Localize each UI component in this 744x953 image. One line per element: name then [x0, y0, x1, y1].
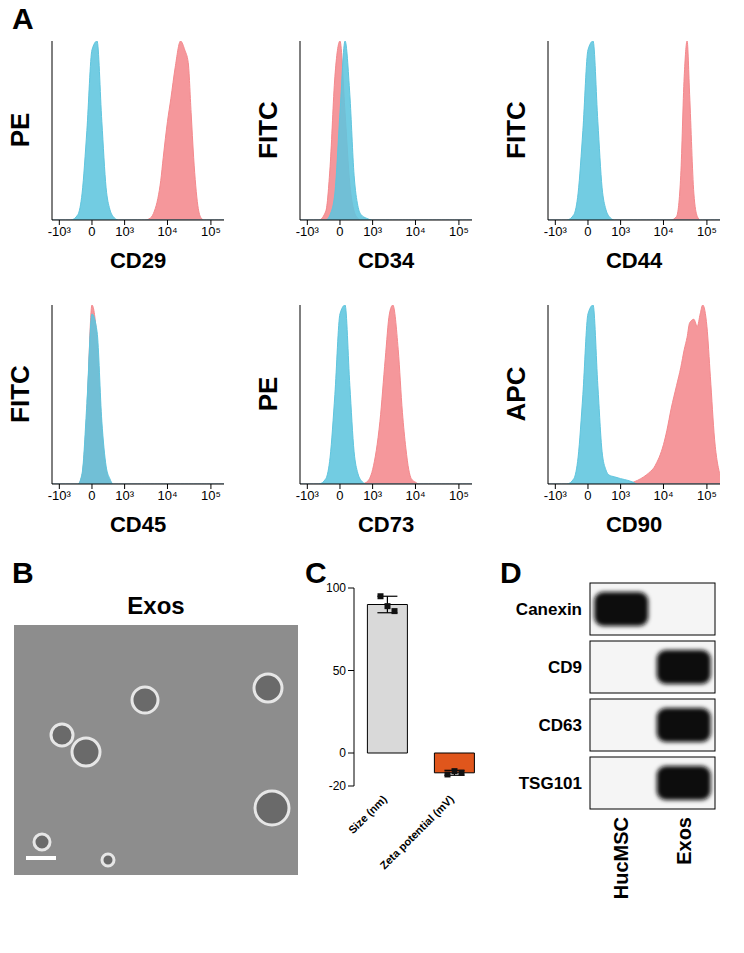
html-text:B: B — [12, 556, 34, 589]
html-text:PE: PE — [4, 112, 35, 148]
svg-text:Zeta potential (mV): Zeta potential (mV) — [377, 793, 456, 872]
html-text:CD44: CD44 — [605, 248, 663, 273]
svg-text:10³: 10³ — [611, 224, 630, 239]
html-text:D: D — [500, 556, 522, 589]
html-text:CD90: CD90 — [605, 512, 663, 537]
svg-text:10⁵: 10⁵ — [201, 224, 221, 239]
svg-text:10⁵: 10⁵ — [201, 488, 221, 503]
svg-text:50: 50 — [333, 664, 347, 678]
svg-text:0: 0 — [584, 488, 591, 503]
svg-text:10³: 10³ — [611, 488, 630, 503]
svg-text:10³: 10³ — [115, 224, 134, 239]
svg-text:10⁴: 10⁴ — [405, 488, 425, 503]
svg-text:-10³: -10³ — [296, 488, 320, 503]
svg-text:10⁵: 10⁵ — [449, 488, 469, 503]
svg-text:0: 0 — [336, 488, 343, 503]
svg-text:Exos: Exos — [673, 817, 695, 865]
svg-text:-10³: -10³ — [544, 488, 568, 503]
html-text:FITC: FITC — [4, 365, 35, 423]
svg-text:TSG101: TSG101 — [519, 774, 582, 793]
svg-text:CD9: CD9 — [548, 658, 582, 677]
svg-text:0: 0 — [339, 746, 346, 760]
svg-text:-10³: -10³ — [48, 224, 72, 239]
svg-text:-10³: -10³ — [296, 224, 320, 239]
svg-text:10⁴: 10⁴ — [157, 224, 177, 239]
html-text:CD34: CD34 — [357, 248, 415, 273]
html-text:A: A — [12, 2, 34, 35]
svg-text:-10³: -10³ — [48, 488, 72, 503]
svg-text:10³: 10³ — [363, 488, 382, 503]
svg-text:0: 0 — [88, 488, 95, 503]
html-text:PE: PE — [252, 376, 283, 412]
html-text:C: C — [305, 556, 327, 589]
html-text:CD73: CD73 — [357, 512, 415, 537]
html-text:CD45: CD45 — [109, 512, 167, 537]
html-text:FITC: FITC — [500, 101, 531, 159]
svg-text:10⁴: 10⁴ — [653, 224, 673, 239]
svg-text:10⁴: 10⁴ — [653, 488, 673, 503]
svg-text:10⁵: 10⁵ — [449, 224, 469, 239]
svg-text:0: 0 — [336, 224, 343, 239]
svg-text:CD63: CD63 — [539, 716, 582, 735]
svg-text:10³: 10³ — [363, 224, 382, 239]
html-text:APC: APC — [500, 366, 531, 422]
svg-text:HucMSC: HucMSC — [610, 817, 632, 899]
svg-text:100: 100 — [326, 581, 346, 595]
svg-text:0: 0 — [88, 224, 95, 239]
svg-text:0: 0 — [584, 224, 591, 239]
svg-text:Canexin: Canexin — [516, 600, 582, 619]
svg-text:10⁵: 10⁵ — [697, 224, 717, 239]
svg-text:-10³: -10³ — [544, 224, 568, 239]
html-text:CD29: CD29 — [109, 248, 167, 273]
svg-text:10³: 10³ — [115, 488, 134, 503]
svg-text:10⁴: 10⁴ — [157, 488, 177, 503]
svg-text:Exos: Exos — [127, 592, 184, 619]
html-text:FITC: FITC — [252, 101, 283, 159]
svg-text:10⁴: 10⁴ — [405, 224, 425, 239]
svg-text:10⁵: 10⁵ — [697, 488, 717, 503]
svg-text:Size (nm): Size (nm) — [346, 793, 389, 836]
svg-text:-20: -20 — [329, 779, 347, 793]
